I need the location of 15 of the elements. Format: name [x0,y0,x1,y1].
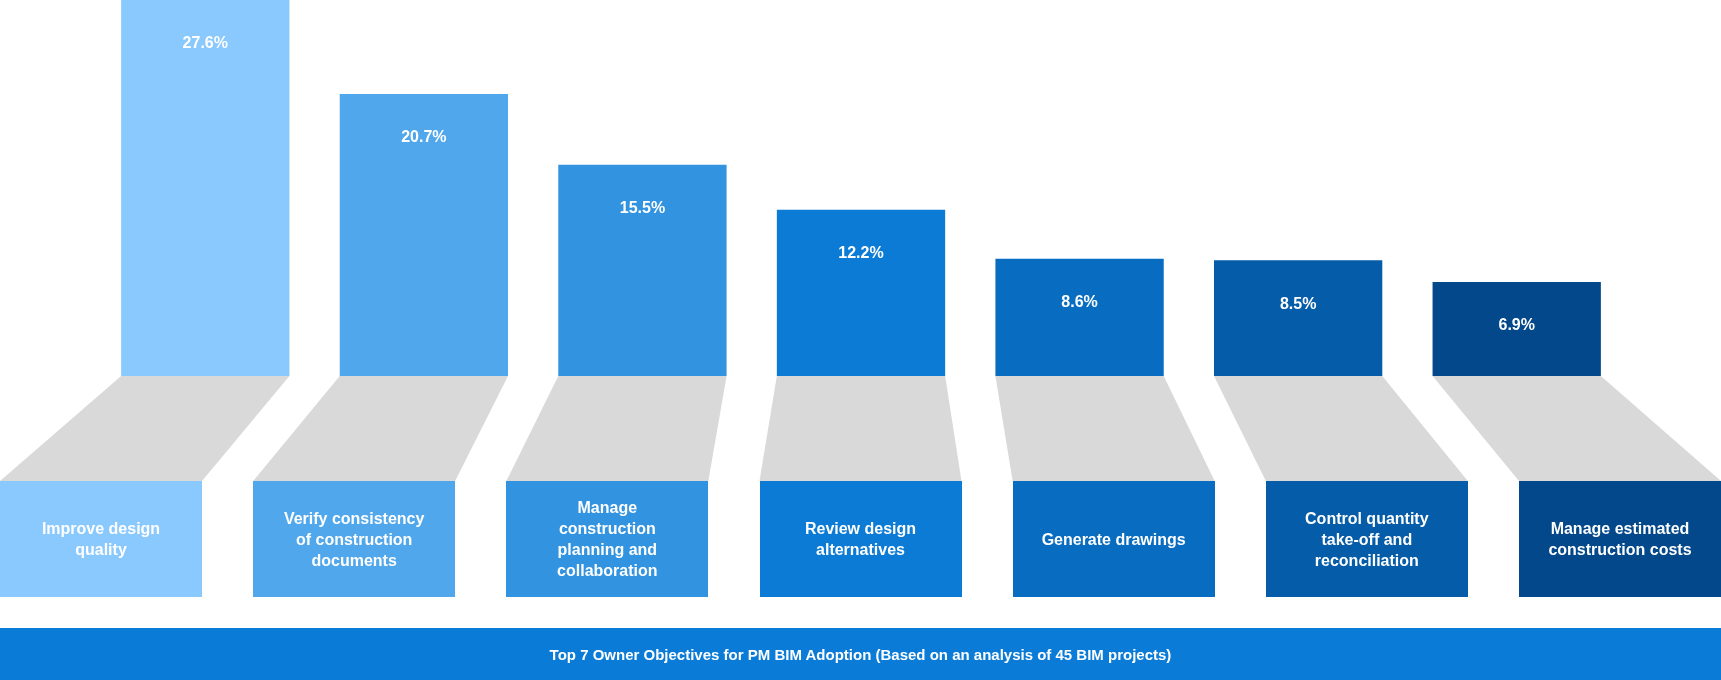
data-label: 6.9% [1498,316,1535,334]
data-label: 8.6% [1061,293,1098,311]
x-tick-label: Improve design quality [0,481,202,597]
x-tick-label: Verify consistency of construction documents [253,481,456,597]
x-tick-label: Manage estimated construction costs [1519,481,1721,597]
data-label: 8.5% [1279,294,1317,312]
x-tick-label: Review design alternatives [759,481,962,597]
text: Top 7 Owner Objectives for PM BIM Adoption (Based on an analysis of 45 BIM projects) [0,628,1721,680]
data-label: 20.7% [401,128,447,146]
x-tick-label: Manage construction planning and collaboration [506,481,709,597]
data-label: 12.2% [838,244,884,262]
data-label: 27.6% [182,34,228,52]
x-tick-label: Generate drawings [1012,481,1215,597]
data-label: 15.5% [619,199,666,217]
x-tick-label: Control quantity take-off and reconciliation [1265,481,1468,597]
